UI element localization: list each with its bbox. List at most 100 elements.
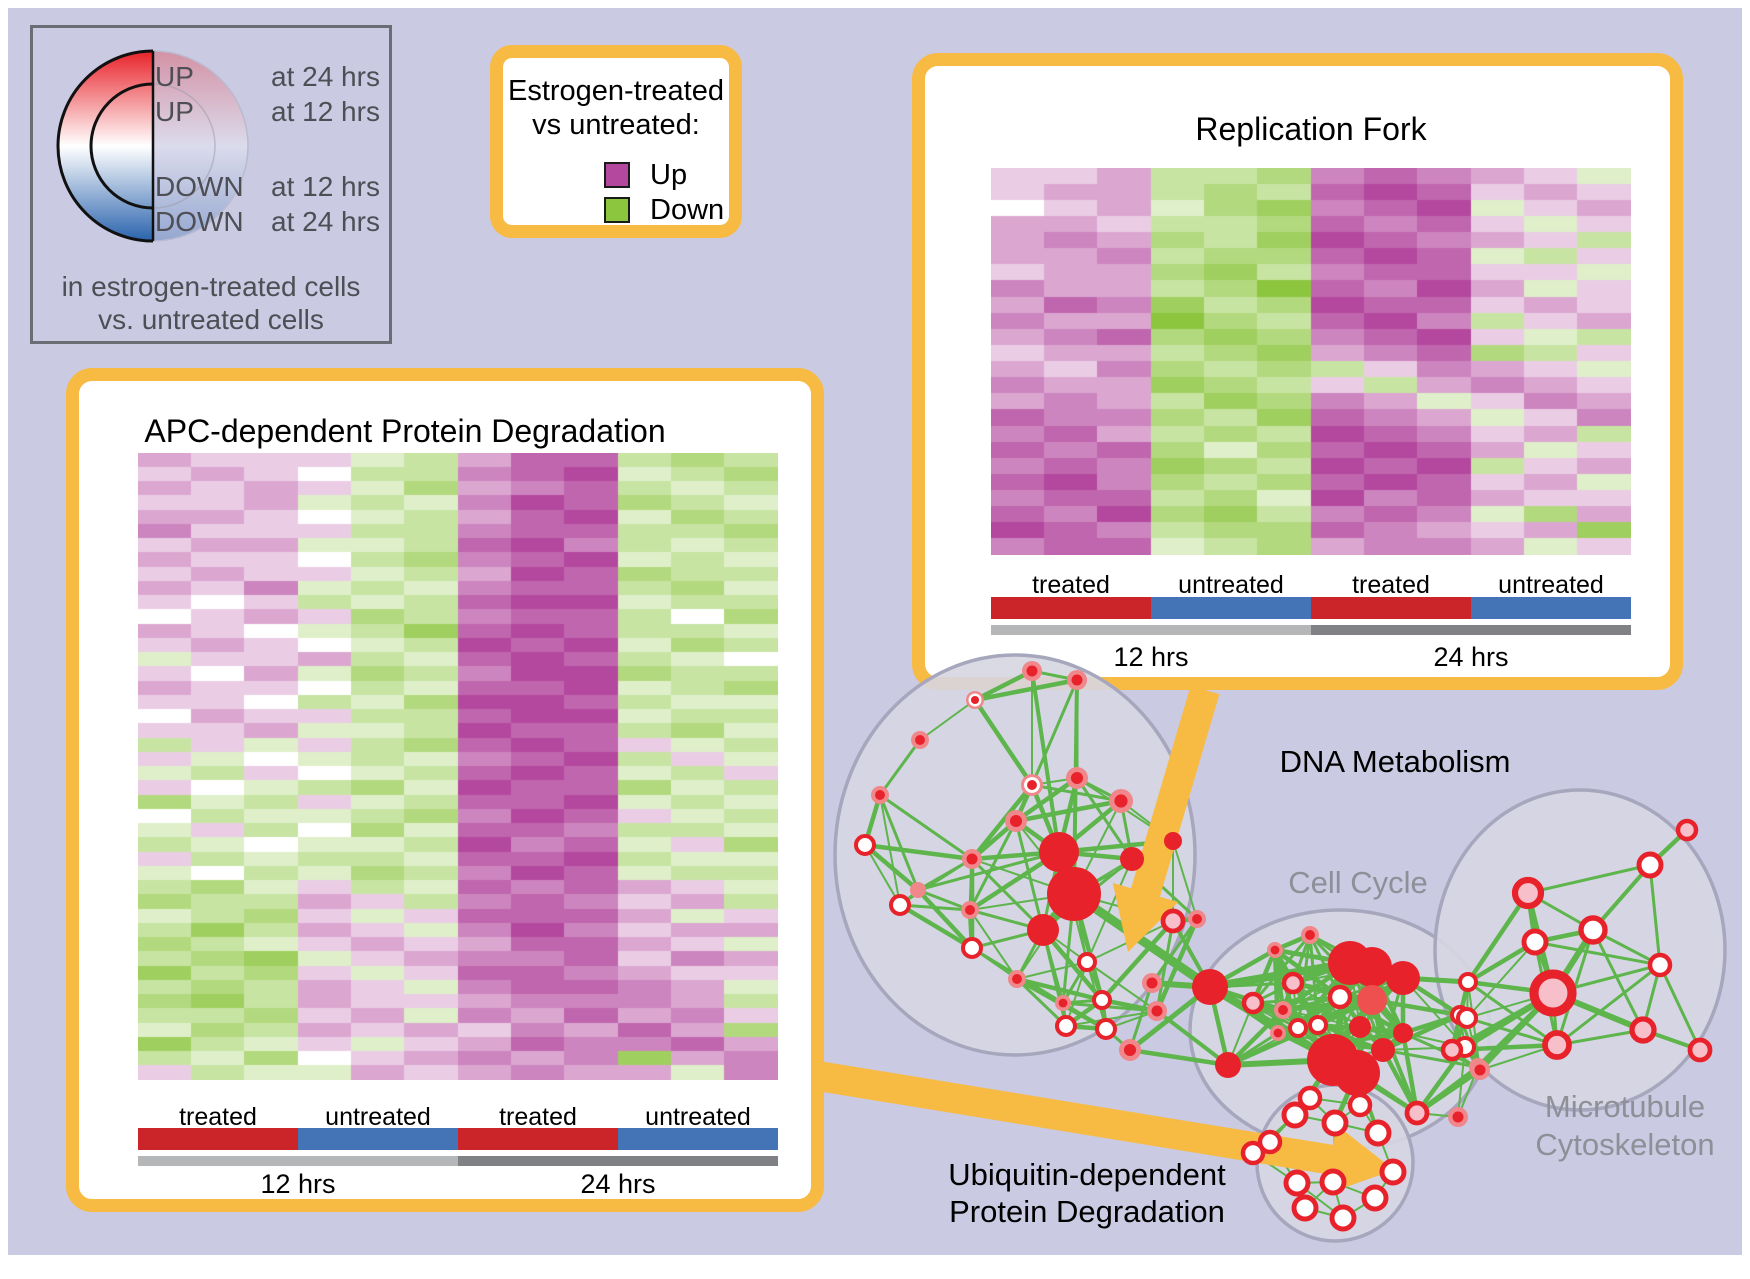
apc-24hrs-label: 24 hrs xyxy=(580,1169,656,1199)
down-swatch-icon xyxy=(604,197,630,223)
network-hub-edge xyxy=(1071,890,1213,991)
network-node-core xyxy=(1273,1028,1283,1038)
network-node xyxy=(1334,1050,1380,1096)
color-legend: Estrogen-treated vs untreated: Up Down xyxy=(490,45,742,238)
apc-treated-bar-24 xyxy=(458,1128,618,1150)
network-edge xyxy=(1400,1032,1420,1114)
network-node xyxy=(1349,1016,1371,1038)
legend-down-24-dir: DOWN xyxy=(155,206,244,237)
network-node-core xyxy=(1070,771,1084,785)
network-edge xyxy=(864,842,973,862)
network-cluster-label: Cytoskeleton xyxy=(1535,1127,1714,1162)
network-hub-edge xyxy=(1415,1067,1482,1116)
replication-fork-panel: Replication Fork treated untreated treat… xyxy=(912,53,1683,690)
apc-12hrs-label: 12 hrs xyxy=(260,1169,336,1199)
network-edge xyxy=(864,844,901,906)
network-node xyxy=(1039,832,1079,872)
network-hub-edge xyxy=(1150,918,1199,984)
network-edge xyxy=(1556,963,1661,1047)
apc-cond-untreated-12: untreated xyxy=(325,1103,431,1131)
rf-cond-treated-24: treated xyxy=(1352,571,1430,599)
network-node xyxy=(1281,1101,1309,1129)
rf-untreated-bar-24 xyxy=(1471,597,1631,619)
network-hub-edge xyxy=(917,850,1060,892)
legend-footer-line1: in estrogen-treated cells xyxy=(61,271,361,302)
network-edge xyxy=(1030,679,1079,786)
network-node xyxy=(1357,985,1387,1015)
network-node-core xyxy=(1278,1005,1288,1015)
apc-panel: APC-dependent Protein Degradation treate… xyxy=(66,368,824,1212)
rf-cond-untreated-24: untreated xyxy=(1498,571,1604,599)
network-edge xyxy=(919,699,976,741)
network-node-core xyxy=(1146,977,1158,989)
network-edge xyxy=(1062,1001,1158,1013)
network-edge xyxy=(973,698,1034,787)
network-node xyxy=(1160,908,1186,934)
rf-12hrs-bar xyxy=(991,625,1311,635)
direction-legend: UP at 24 hrs UP at 12 hrs DOWN at 12 hrs… xyxy=(30,25,392,344)
network-node xyxy=(1120,847,1144,871)
network-node xyxy=(910,882,926,898)
network-edge xyxy=(1100,919,1175,1002)
network-node-core xyxy=(966,853,978,865)
network-edge xyxy=(1467,980,1558,1047)
network-node xyxy=(1241,991,1265,1015)
network-node xyxy=(1308,1015,1328,1035)
rf-12hrs-label: 12 hrs xyxy=(1113,642,1189,672)
network-node xyxy=(1027,914,1059,946)
network-hub-edge xyxy=(1370,999,1419,1114)
network-edge xyxy=(1591,929,1645,1031)
network-node xyxy=(1578,915,1608,945)
network-node xyxy=(1215,1052,1241,1078)
rf-24hrs-bar xyxy=(1311,625,1631,635)
network-node xyxy=(1297,1085,1323,1111)
network-node xyxy=(1321,1109,1349,1137)
updown-gradient-circle-icon xyxy=(56,49,249,243)
network-edge xyxy=(1466,891,1530,984)
legend-down-12-time: at 12 hrs xyxy=(271,171,380,202)
network-node xyxy=(1647,952,1673,978)
network-edge xyxy=(969,909,1018,980)
network-node xyxy=(1092,990,1112,1010)
network-edge xyxy=(1015,977,1068,1028)
network-edge xyxy=(1086,858,1133,963)
network-node xyxy=(1458,972,1478,992)
network-node xyxy=(1393,1023,1413,1043)
network-node-core xyxy=(1114,794,1128,808)
network-node xyxy=(1636,851,1664,879)
network-cluster-label: Cell Cycle xyxy=(1288,865,1428,900)
network-node-core xyxy=(1027,780,1037,790)
network-hub-edge xyxy=(1030,670,1061,853)
network-edge xyxy=(1065,961,1088,1027)
network-node xyxy=(1455,1006,1479,1030)
network-hub-edge xyxy=(1155,1009,1230,1067)
network-edge xyxy=(1466,941,1536,1019)
network-edge xyxy=(899,858,973,906)
network-node xyxy=(853,833,877,857)
callout-arrow-shaft-1 xyxy=(1129,685,1220,901)
down-swatch-label: Down xyxy=(650,194,725,226)
network-node xyxy=(1675,818,1699,842)
network-node xyxy=(1281,971,1305,995)
legend-down-12-dir: DOWN xyxy=(155,171,244,202)
network-node xyxy=(1288,1018,1308,1038)
network-edge xyxy=(899,903,971,912)
network-edge xyxy=(968,820,1018,911)
network-node-core xyxy=(970,695,980,705)
network-node xyxy=(1511,876,1545,910)
network-cluster-label: Ubiquitin-dependent xyxy=(948,1157,1226,1192)
replication-fork-heatmap xyxy=(991,168,1631,555)
network-edge xyxy=(863,843,920,892)
apc-heatmap xyxy=(138,453,778,1080)
network-edge xyxy=(878,739,922,796)
legend-up-24-time: at 24 hrs xyxy=(271,61,380,92)
rf-treated-bar-24 xyxy=(1311,597,1471,619)
network-node xyxy=(1347,1092,1373,1118)
network-node xyxy=(1047,867,1101,921)
network-node-core xyxy=(1474,1064,1486,1076)
network-node xyxy=(1361,1184,1389,1212)
up-swatch-icon xyxy=(604,162,630,188)
network-node xyxy=(1192,969,1228,1005)
network-node xyxy=(1352,947,1392,987)
